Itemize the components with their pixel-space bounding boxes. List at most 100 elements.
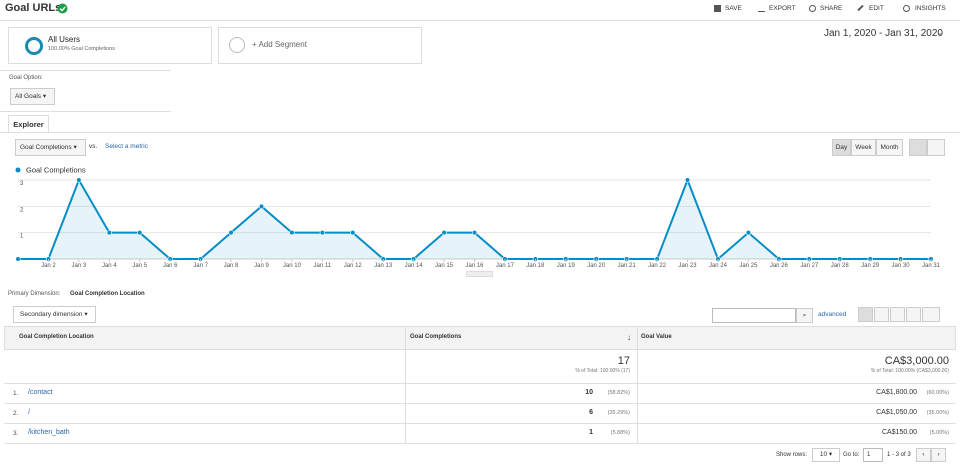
show-rows-label: Show rows: bbox=[776, 452, 808, 458]
x-tick-label: Jan 21 bbox=[618, 263, 637, 269]
column-header[interactable]: Goal Value bbox=[641, 334, 672, 340]
point bbox=[441, 230, 447, 236]
metric-dropdown[interactable]: Goal Completions ▾ bbox=[15, 139, 86, 156]
add-segment-card[interactable]: + Add Segment bbox=[218, 27, 422, 64]
row-index: 1. bbox=[13, 390, 19, 397]
row-value: CA$1,050.00 bbox=[876, 409, 917, 416]
row-completions-pct: (58.82%) bbox=[607, 390, 630, 396]
column-header[interactable]: Goal Completions bbox=[410, 334, 462, 340]
date-range[interactable]: Jan 1, 2020 - Jan 31, 2020 bbox=[824, 28, 943, 39]
segment-card[interactable]: All Users 100.00% Goal Completions bbox=[8, 27, 212, 64]
row-completions: 6 bbox=[589, 409, 593, 416]
x-tick-label: Jan 27 bbox=[800, 263, 819, 269]
divider bbox=[0, 132, 960, 133]
x-tick-label: Jan 3 bbox=[72, 263, 87, 269]
point bbox=[350, 230, 356, 236]
prev-page-button[interactable]: ‹ bbox=[916, 448, 931, 462]
secondary-dimension-label: Secondary dimension bbox=[20, 311, 83, 318]
x-tick-label: Jan 29 bbox=[861, 263, 880, 269]
total-completions-note: % of Total: 100.00% (17) bbox=[575, 368, 630, 374]
secondary-dimension-dropdown[interactable]: Secondary dimension ▾ bbox=[13, 306, 96, 323]
row-completions: 10 bbox=[585, 389, 593, 396]
x-tick-label: Jan 12 bbox=[344, 263, 363, 269]
point bbox=[76, 177, 82, 183]
x-tick-label: Jan 20 bbox=[587, 263, 606, 269]
month-button[interactable]: Month bbox=[876, 139, 903, 156]
insights-button[interactable]: INSIGHTS bbox=[903, 5, 946, 12]
share-button[interactable]: SHARE bbox=[809, 5, 842, 12]
line-chart-button[interactable] bbox=[909, 139, 927, 156]
x-tick-label: Jan 31 bbox=[922, 263, 941, 269]
explorer-tab-label: Explorer bbox=[13, 120, 44, 129]
segment-icon bbox=[25, 37, 43, 55]
row-value-pct: (35.00%) bbox=[926, 410, 949, 416]
edit-button[interactable]: EDIT bbox=[857, 5, 884, 12]
page-value: 1 bbox=[867, 452, 871, 458]
add-segment-label: + Add Segment bbox=[252, 40, 307, 49]
view-pie-button[interactable] bbox=[874, 307, 889, 322]
row-completions: 1 bbox=[589, 429, 593, 436]
point bbox=[106, 230, 112, 236]
column-divider bbox=[405, 326, 406, 443]
x-tick-label: Jan 25 bbox=[739, 263, 758, 269]
legend-marker bbox=[15, 167, 21, 173]
sort-arrow: ↓ bbox=[627, 333, 631, 342]
rows-value: 10 bbox=[819, 451, 828, 458]
view-table-button[interactable] bbox=[858, 307, 873, 322]
advanced-link[interactable]: advanced bbox=[818, 311, 847, 318]
row-location[interactable]: /kitchen_bath bbox=[28, 429, 70, 436]
row-location[interactable]: /contact bbox=[28, 389, 53, 396]
day-button[interactable]: Day bbox=[832, 139, 851, 156]
column-header[interactable]: Goal Completion Location bbox=[19, 334, 94, 340]
view-bar-button[interactable] bbox=[890, 307, 905, 322]
total-completions: 17 bbox=[617, 355, 630, 367]
primary-dimension-label: Primary Dimension: bbox=[8, 291, 61, 297]
save-button[interactable]: SAVE bbox=[714, 5, 742, 12]
metric-selected: Goal Completions bbox=[20, 144, 72, 151]
goal-option-dropdown[interactable]: All Goals ▾ bbox=[10, 88, 55, 105]
x-tick-label: Jan 15 bbox=[435, 263, 454, 269]
select-metric-link[interactable]: Select a metric bbox=[105, 143, 148, 150]
chart-resize-handle[interactable] bbox=[466, 271, 493, 277]
table-header bbox=[4, 326, 956, 350]
row-value: CA$150.00 bbox=[881, 429, 917, 436]
row-value: CA$1,800.00 bbox=[876, 389, 917, 396]
divider bbox=[0, 20, 960, 21]
total-value-note: % of Total: 100.00% (CA$3,000.00) bbox=[870, 368, 949, 374]
goal-option-label: Goal Option: bbox=[9, 75, 43, 81]
week-button[interactable]: Week bbox=[851, 139, 876, 156]
page-input[interactable]: 1 bbox=[863, 448, 883, 462]
explorer-tab[interactable]: Explorer bbox=[8, 115, 49, 133]
x-tick-label: Jan 11 bbox=[314, 263, 332, 269]
search-button[interactable]: ⌕ bbox=[796, 308, 813, 323]
view-pivot-button[interactable] bbox=[922, 307, 940, 322]
motion-chart-button[interactable] bbox=[927, 139, 945, 156]
row-location[interactable]: / bbox=[28, 409, 30, 416]
view-compare-button[interactable] bbox=[906, 307, 921, 322]
row-divider bbox=[4, 383, 956, 384]
next-page-button[interactable]: › bbox=[931, 448, 946, 462]
x-tick-label: Jan 22 bbox=[648, 263, 667, 269]
primary-dimension-value: Goal Completion Location bbox=[70, 291, 145, 297]
row-index: 2. bbox=[13, 410, 19, 417]
x-tick-label: Jan 2 bbox=[41, 263, 56, 269]
row-index: 3. bbox=[13, 430, 19, 437]
legend-label: Goal Completions bbox=[26, 166, 86, 175]
x-tick-label: Jan 28 bbox=[831, 263, 850, 269]
point bbox=[15, 256, 21, 262]
segment-detail: 100.00% Goal Completions bbox=[48, 46, 115, 52]
export-button[interactable]: EXPORT bbox=[758, 5, 796, 12]
x-tick-label: Jan 10 bbox=[283, 263, 302, 269]
date-range-caret: ▾ bbox=[938, 32, 942, 39]
goal-option-value: All Goals bbox=[15, 93, 42, 100]
point bbox=[258, 203, 265, 209]
save-label: SAVE bbox=[725, 5, 742, 13]
x-tick-label: Jan 6 bbox=[163, 263, 178, 269]
x-tick-label: Jan 23 bbox=[679, 263, 698, 269]
x-tick-label: Jan 8 bbox=[224, 263, 239, 269]
verified-icon bbox=[57, 3, 68, 14]
rows-dropdown[interactable]: 10 ▾ bbox=[812, 448, 840, 462]
point bbox=[745, 230, 752, 236]
search-input[interactable] bbox=[712, 308, 796, 323]
y-tick-label: 3 bbox=[20, 181, 24, 187]
